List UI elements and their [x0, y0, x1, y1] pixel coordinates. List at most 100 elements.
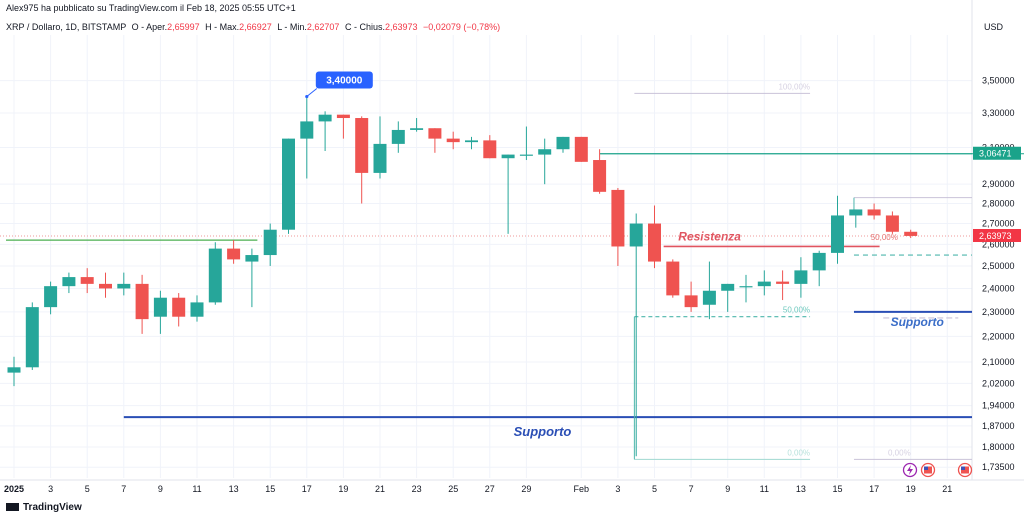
y-tick-label: 2,02000	[982, 378, 1015, 388]
y-tick-label: 3,30000	[982, 108, 1015, 118]
x-tick-label: 7	[689, 484, 694, 494]
candle-body	[611, 189, 625, 247]
candle-body	[44, 286, 58, 308]
y-tick-label: 3,50000	[982, 76, 1015, 86]
fib-label-0: 0,00%	[787, 448, 810, 457]
x-tick-label: 3	[615, 484, 620, 494]
x-tick-label: 11	[760, 484, 769, 494]
y-tick-label: 2,40000	[982, 283, 1015, 293]
publish-line: Alex975 ha pubblicato su TradingView.com…	[6, 3, 296, 13]
y-tick-label: 1,87000	[982, 421, 1015, 431]
candle-body	[227, 248, 241, 260]
candle-body	[135, 283, 149, 320]
price-badge	[973, 228, 1021, 242]
y-tick-label: 1,80000	[982, 442, 1015, 452]
support-label-upper: Supporto	[891, 315, 944, 329]
candle-body	[245, 255, 259, 262]
candle-body	[190, 302, 204, 317]
y-tick-label: 1,73500	[982, 462, 1015, 472]
close-value: 2,63973	[384, 22, 418, 32]
x-tick-label: Feb	[574, 484, 590, 494]
x-tick-label: 17	[302, 484, 312, 494]
candle-body	[812, 252, 826, 271]
x-tick-label: 15	[265, 484, 275, 494]
change-value: −0,02079 (−0,78%)	[423, 22, 501, 32]
high-badge-label: 3,40000	[326, 76, 363, 87]
candle-body	[153, 297, 167, 317]
candle-body	[410, 128, 424, 130]
candle-body	[172, 297, 186, 317]
candle-body	[62, 277, 76, 287]
y-tick-label: 2,30000	[982, 307, 1015, 317]
x-tick-label: 17	[869, 484, 879, 494]
candle-body	[794, 270, 808, 284]
candle-body	[99, 283, 112, 289]
candle-body	[721, 283, 735, 291]
y-tick-label: 2,50000	[982, 261, 1015, 271]
candle-body	[80, 277, 94, 284]
candle-body	[629, 223, 643, 247]
fib2-label-50: 50,00%	[871, 233, 898, 242]
price-badge-label: 2,63973	[979, 231, 1012, 241]
candle-body	[666, 261, 680, 296]
symbol-label: XRP / Dollaro, 1D, BITSTAMP	[6, 22, 127, 32]
x-tick-label: 15	[832, 484, 842, 494]
x-tick-label: 23	[412, 484, 422, 494]
candle-body	[336, 114, 350, 119]
candle-body	[739, 286, 753, 288]
candle-body	[501, 154, 515, 159]
y-tick-label: 2,10000	[982, 357, 1015, 367]
brand-label: TradingView	[23, 502, 82, 513]
candle-body	[7, 367, 21, 373]
candle-body	[648, 223, 661, 262]
high-label: H - Max.	[205, 22, 240, 32]
ohlc-legend: XRP / Dollaro, 1D, BITSTAMP O - Aper.2,6…	[6, 22, 500, 32]
candle-body	[776, 281, 790, 284]
x-tick-label: 29	[521, 484, 531, 494]
candle-body	[556, 136, 570, 150]
candle-body	[428, 128, 442, 139]
x-tick-label: 21	[375, 484, 385, 494]
x-tick-label: 21	[942, 484, 952, 494]
us-flag-canton-icon	[924, 466, 928, 470]
candle-body	[446, 138, 460, 143]
x-tick-label: 19	[906, 484, 916, 494]
x-tick-label: 13	[229, 484, 239, 494]
x-tick-label: 2025	[4, 484, 24, 494]
support-label-lower: Supporto	[514, 424, 572, 439]
candle-body	[593, 160, 607, 192]
x-tick-label: 5	[652, 484, 657, 494]
high-badge	[315, 71, 373, 89]
us-flag-canton-icon	[961, 466, 965, 470]
tradingview-brand[interactable]: TradingView	[6, 502, 82, 513]
candle-body	[318, 114, 332, 122]
level-badge-label: 3,06471	[979, 149, 1012, 159]
candle-body	[757, 281, 771, 287]
candle-body	[465, 140, 478, 143]
level-badge	[973, 146, 1021, 160]
x-tick-label: 19	[338, 484, 348, 494]
y-tick-label: 2,20000	[982, 331, 1015, 341]
fib-label-50: 50,00%	[783, 306, 810, 315]
fib2-label-0: 0,00%	[888, 448, 911, 457]
x-tick-label: 3	[48, 484, 53, 494]
candle-body	[867, 209, 881, 216]
high-value: 2,66927	[239, 22, 272, 32]
open-value: 2,65997	[167, 22, 200, 32]
y-tick-label: 1,94000	[982, 401, 1015, 411]
candle-body	[373, 143, 387, 173]
y-tick-label: 2,90000	[982, 179, 1015, 189]
x-tick-label: 11	[192, 484, 201, 494]
candle-body	[263, 229, 277, 256]
candle-body	[391, 129, 405, 144]
x-tick-label: 13	[796, 484, 806, 494]
candle-body	[355, 118, 369, 173]
resistance-label: Resistenza	[678, 229, 741, 243]
x-tick-label: 9	[158, 484, 163, 494]
candle-body	[519, 154, 533, 156]
candle-body	[885, 215, 899, 232]
candle-body	[849, 209, 863, 216]
x-tick-label: 7	[121, 484, 126, 494]
candle-body	[282, 138, 295, 230]
